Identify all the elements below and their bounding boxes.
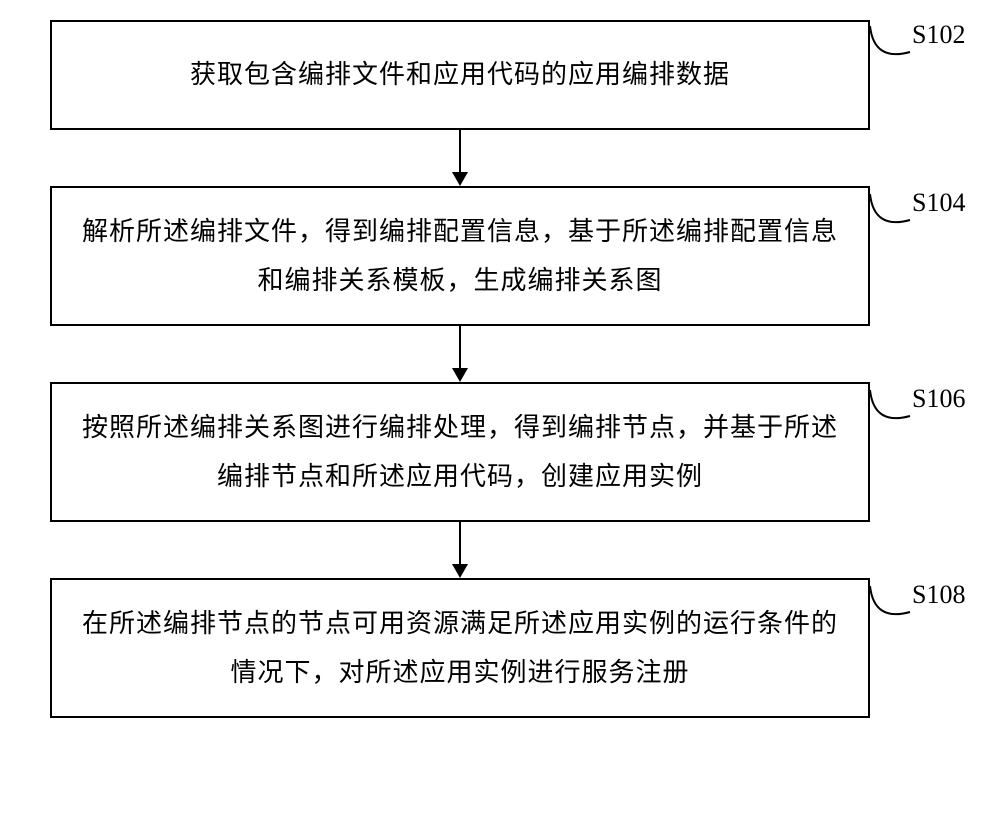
arrow-s102-s104 [50, 130, 870, 186]
step-box-s104: 解析所述编排文件，得到编排配置信息，基于所述编排配置信息和编排关系模板，生成编排… [50, 186, 870, 326]
step-text-s106: 按照所述编排关系图进行编排处理，得到编排节点，并基于所述编排节点和所述应用代码，… [80, 403, 840, 502]
step-box-s106: 按照所述编排关系图进行编排处理，得到编排节点，并基于所述编排节点和所述应用代码，… [50, 382, 870, 522]
label-curve-s108 [868, 584, 912, 628]
step-label-s102: S102 [912, 20, 965, 50]
step-text-s104: 解析所述编排文件，得到编排配置信息，基于所述编排配置信息和编排关系模板，生成编排… [80, 207, 840, 306]
arrow-s104-s106 [50, 326, 870, 382]
step-text-s102: 获取包含编排文件和应用代码的应用编排数据 [190, 50, 730, 99]
label-curve-s104 [868, 192, 912, 236]
step-text-s108: 在所述编排节点的节点可用资源满足所述应用实例的运行条件的情况下，对所述应用实例进… [80, 599, 840, 698]
flowchart-container: 获取包含编排文件和应用代码的应用编排数据 S102 解析所述编排文件，得到编排配… [50, 20, 950, 718]
label-curve-s106 [868, 388, 912, 432]
step-row-s104: 解析所述编排文件，得到编排配置信息，基于所述编排配置信息和编排关系模板，生成编排… [50, 186, 950, 326]
step-label-s104: S104 [912, 188, 965, 218]
step-box-s108: 在所述编排节点的节点可用资源满足所述应用实例的运行条件的情况下，对所述应用实例进… [50, 578, 870, 718]
step-row-s102: 获取包含编排文件和应用代码的应用编排数据 S102 [50, 20, 950, 130]
step-label-s108: S108 [912, 580, 965, 610]
label-curve-s102 [868, 24, 912, 68]
step-label-s106: S106 [912, 384, 965, 414]
step-row-s106: 按照所述编排关系图进行编排处理，得到编排节点，并基于所述编排节点和所述应用代码，… [50, 382, 950, 522]
step-row-s108: 在所述编排节点的节点可用资源满足所述应用实例的运行条件的情况下，对所述应用实例进… [50, 578, 950, 718]
arrow-s106-s108 [50, 522, 870, 578]
step-box-s102: 获取包含编排文件和应用代码的应用编排数据 [50, 20, 870, 130]
